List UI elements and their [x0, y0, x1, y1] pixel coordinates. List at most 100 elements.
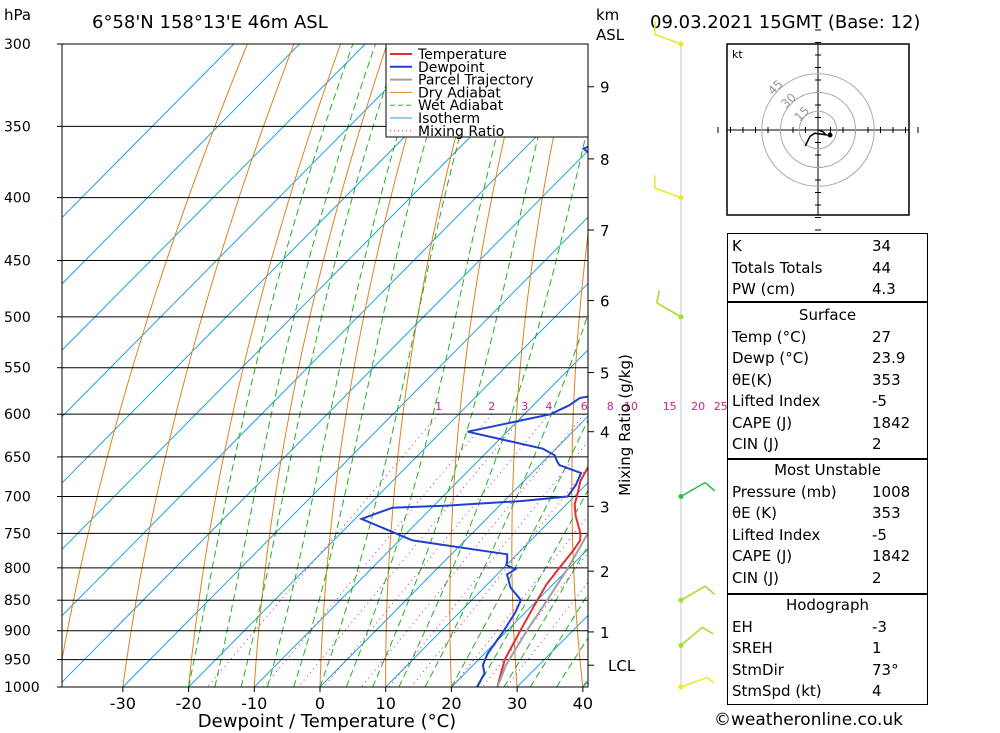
indices-box [727, 233, 928, 303]
hodograph-ring [761, 73, 875, 187]
km-unit-label: km [596, 6, 619, 24]
x-axis-label: Dewpoint / Temperature (°C) [198, 711, 456, 732]
wind-barbs [653, 21, 716, 690]
pressure-label: 750 [4, 526, 31, 542]
mu-row: θE (K) 353 [732, 504, 901, 522]
isotherm-line [122, 216, 588, 687]
mixing-ratio-label: 6 [581, 400, 588, 413]
dry-adiabat-line [571, 230, 588, 687]
pressure-label: 500 [4, 310, 31, 326]
mu-row: CAPE (J) 1842 [732, 547, 911, 565]
mixing-ratio-label: 1 [435, 400, 442, 413]
km-label: 7 [600, 222, 610, 240]
mixing-ratio-line [263, 413, 493, 687]
km-labels: 9 8 7 6 5 4 3 2 1 LCL [588, 79, 636, 675]
indices-table: K 34 Totals Totals 44 PW (cm) 4.3 [728, 236, 927, 301]
wind-barb [678, 676, 714, 690]
wind-barb [653, 175, 684, 201]
pressure-unit-label: hPa [4, 6, 31, 24]
mixing-ratio-line [410, 466, 588, 687]
mixing-ratio-label: 10 [624, 400, 638, 413]
wet-adiabat-line [293, 44, 455, 687]
surface-box [727, 301, 928, 460]
pressure-label: 450 [4, 254, 31, 270]
legend-label: Isotherm [418, 111, 480, 127]
wet-adiabat-line [503, 545, 588, 687]
mixing-ratio-label: 20 [691, 400, 705, 413]
surface-row: Temp (°C) 27 [732, 327, 892, 346]
isotherm-line [62, 44, 497, 484]
pressure-label: 800 [4, 561, 31, 577]
pressure-label: 350 [4, 119, 31, 135]
mu-row: CIN (J) 2 [732, 568, 882, 587]
asl-label: ASL [596, 26, 625, 44]
isotherm-line [62, 44, 432, 418]
wind-barb [653, 21, 684, 47]
dry-adiabat-line [449, 44, 528, 687]
surface-row: Lifted Index -5 [732, 392, 887, 410]
isotherm-line [319, 415, 588, 687]
pressure-label: 550 [4, 361, 31, 377]
pressure-label: 850 [4, 593, 31, 609]
parcel-trajectory-line [496, 530, 588, 687]
wind-barb [678, 481, 716, 500]
legend-label: Dewpoint [418, 60, 485, 76]
km-label: 2 [600, 563, 610, 581]
index-row-pw: PW (cm) 4.3 [732, 280, 896, 298]
pressure-labels: 300 350 400 450 500 550 600 650 700 750 800 850 900 9… [4, 37, 40, 696]
mu-row: Pressure (mb) 1008 [732, 482, 911, 501]
isotherm-line [62, 44, 300, 285]
km-label: LCL [608, 657, 636, 675]
pressure-label: 1000 [4, 680, 40, 696]
km-label: 8 [600, 151, 610, 169]
hodograph-table: Hodograph EH -3 SREH 1 StmDir 73° StmSpd (k… [728, 595, 927, 703]
pressure-label: 650 [4, 450, 31, 466]
isotherm-line [253, 349, 588, 687]
dewpoint-line [358, 75, 588, 687]
temperature-line [496, 465, 588, 687]
hodo-row: EH -3 [732, 617, 887, 636]
surface-title: Surface [798, 306, 857, 324]
most-unstable-box [727, 458, 928, 595]
pressure-label: 400 [4, 191, 31, 207]
legend-label: Dry Adiabat [418, 85, 501, 101]
legend-label: Temperature [417, 47, 507, 63]
wind-barb [678, 585, 716, 603]
wet-adiabat-line [529, 593, 588, 687]
legend-label: Wet Adiabat [418, 98, 504, 114]
hodograph-ring [798, 110, 838, 150]
pressure-label: 950 [4, 653, 31, 669]
pressure-label: 700 [4, 490, 31, 506]
wet-adiabat-line [398, 124, 588, 687]
most-unstable-title: Most Unstable [774, 461, 881, 479]
pressure-label: 600 [4, 407, 31, 423]
mixing-ratio-labels: 1 2 3 4 6 8 10 15 20 25 [435, 400, 728, 413]
surface-row: θE(K) 353 [732, 370, 901, 389]
hodograph-ring [780, 92, 856, 168]
mixing-ratio-label: 3 [521, 400, 528, 413]
hodograph-title: Hodograph [785, 596, 870, 614]
km-label: 4 [600, 424, 610, 442]
pressure-label: 300 [4, 37, 31, 53]
wet-adiabat-line [319, 44, 486, 687]
dry-adiabat-line [319, 44, 435, 687]
most-unstable-table: Most Unstable Pressure (mb) 1008 θE (K) 35… [728, 460, 927, 589]
mixing-ratio-line [298, 413, 526, 687]
dry-adiabat-line [253, 44, 388, 687]
storm-motion-point [827, 132, 833, 138]
wind-barb [656, 290, 684, 320]
km-label: 9 [600, 79, 610, 97]
isotherm-line [62, 44, 235, 219]
temperature-tick-label: 40 [573, 694, 593, 713]
profiles [358, 75, 588, 687]
mixing-ratio-line [323, 413, 550, 687]
hodograph-unit: kt [732, 48, 743, 61]
wind-barb [678, 626, 714, 648]
surface-row: CAPE (J) 1842 [732, 413, 911, 432]
hodo-row: SREH 1 [732, 639, 882, 657]
temperature-tick-label: -10 [241, 694, 267, 713]
mu-row: Lifted Index -5 [732, 525, 887, 544]
temperature-tick-labels: -30 -20 -10 0 10 20 30 40 [110, 687, 593, 713]
